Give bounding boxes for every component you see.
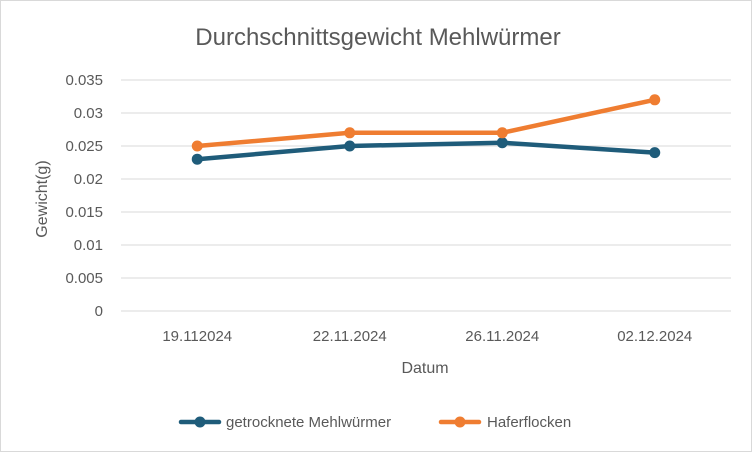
data-point bbox=[344, 127, 356, 139]
y-tick-label: 0.005 bbox=[65, 270, 103, 287]
legend-label: getrocknete Mehlwürmer bbox=[226, 414, 391, 431]
y-tick-label: 0.02 bbox=[74, 171, 103, 188]
y-axis-label: Gewicht(g) bbox=[34, 160, 51, 237]
legend-label: Haferflocken bbox=[487, 414, 571, 431]
series-lines bbox=[191, 94, 661, 165]
x-tick-label: 02.12.2024 bbox=[617, 328, 692, 345]
series-1 bbox=[191, 137, 661, 165]
legend-item: getrocknete Mehlwürmer bbox=[178, 414, 391, 431]
x-axis-label: Datum bbox=[401, 360, 448, 377]
legend-marker bbox=[194, 416, 206, 428]
series-line bbox=[195, 140, 657, 162]
data-point bbox=[496, 137, 508, 149]
y-tick-label: 0.01 bbox=[74, 237, 103, 254]
data-point bbox=[496, 127, 508, 139]
y-tick-label: 0.025 bbox=[65, 138, 103, 155]
gridlines bbox=[121, 79, 731, 312]
data-point bbox=[191, 140, 203, 152]
series-2 bbox=[191, 94, 661, 152]
legend-item: Haferflocken bbox=[438, 414, 571, 431]
data-point bbox=[344, 140, 356, 152]
y-tick-label: 0.035 bbox=[65, 72, 103, 89]
x-tick-label: 19.112024 bbox=[162, 328, 232, 345]
x-tick-label: 26.11.2024 bbox=[465, 328, 539, 345]
y-tick-label: 0.03 bbox=[74, 105, 103, 122]
legend: getrocknete Mehlwürmer Haferflocken bbox=[178, 414, 571, 431]
chart-title: Durchschnittsgewicht Mehlwürmer bbox=[195, 24, 560, 51]
y-tick-label: 0 bbox=[95, 303, 103, 320]
x-axis-ticks: 19.112024 22.11.2024 26.11.2024 02.12.2024 bbox=[162, 328, 692, 345]
y-axis-ticks: 0 0.005 0.01 0.015 0.02 0.025 0.03 0.035 bbox=[65, 72, 103, 320]
series-line bbox=[195, 97, 657, 149]
x-tick-label: 22.11.2024 bbox=[313, 328, 387, 345]
data-point bbox=[649, 94, 661, 106]
data-point bbox=[649, 147, 661, 159]
y-tick-label: 0.015 bbox=[65, 204, 103, 221]
data-point bbox=[191, 153, 203, 165]
legend-marker bbox=[454, 416, 466, 428]
